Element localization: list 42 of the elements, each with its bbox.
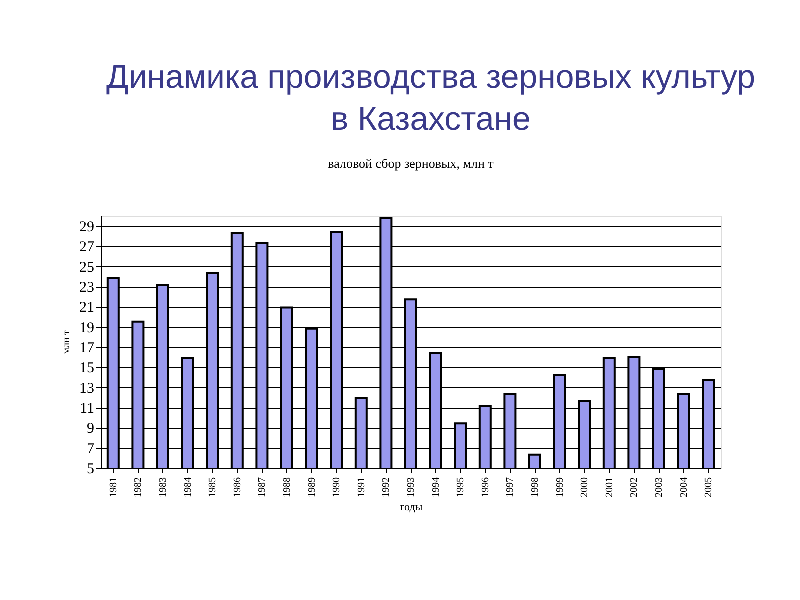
- y-tick-label: 9: [87, 421, 94, 438]
- x-tick-label: 1982: [133, 478, 144, 498]
- y-tick-label: 25: [80, 260, 94, 276]
- x-tick-label: 2000: [580, 478, 591, 498]
- x-tick-label: 1996: [480, 478, 492, 498]
- y-axis-title: млн т: [62, 330, 72, 354]
- x-tick-label: 1981: [108, 478, 120, 498]
- y-tick-label: 17: [80, 340, 95, 357]
- x-tick-label: 1994: [430, 478, 442, 498]
- x-tick-label: 1997: [505, 478, 516, 498]
- x-tick-label: 1984: [182, 478, 194, 498]
- chart-title: Динамика производства зерновых культур в Казахстане: [106, 58, 756, 137]
- x-axis-title: годы: [400, 502, 424, 514]
- y-tick-label: 23: [80, 280, 94, 296]
- y-tick-label: 5: [87, 462, 94, 478]
- y-tick-label: 13: [80, 380, 94, 397]
- x-tick-label: 1990: [332, 478, 343, 498]
- x-tick-label: 1989: [306, 478, 318, 498]
- y-tick-label: 21: [80, 300, 94, 316]
- x-tick-label: 1993: [406, 478, 417, 498]
- y-tick-label: 11: [80, 401, 94, 418]
- x-tick-label: 1995: [456, 478, 467, 498]
- x-tick-label: 1988: [282, 478, 293, 498]
- y-tick-label: 29: [80, 220, 94, 236]
- x-tick-label: 1991: [356, 478, 368, 498]
- y-tick-label: 27: [80, 240, 95, 256]
- x-tick-label: 2001: [604, 478, 616, 498]
- x-tick-label: 1987: [257, 478, 268, 498]
- x-tick-label: 1985: [208, 478, 219, 498]
- y-tick-label: 15: [80, 360, 94, 377]
- x-tick-label: 1986: [232, 478, 244, 498]
- x-tick-label: 2003: [654, 478, 665, 498]
- x-tick-label: 1992: [381, 478, 392, 498]
- x-tick-label: 1983: [158, 478, 169, 498]
- x-tick-label: 2004: [678, 478, 690, 498]
- y-tick-label: 19: [80, 320, 94, 336]
- x-tick-label: 1998: [530, 478, 541, 498]
- x-tick-label: 2005: [704, 478, 715, 498]
- chart-subtitle: валовой сбор зерновых, млн т: [328, 156, 494, 171]
- x-tick-label: 1999: [554, 478, 566, 498]
- y-tick-label: 7: [87, 441, 95, 458]
- x-tick-label: 2002: [629, 478, 640, 498]
